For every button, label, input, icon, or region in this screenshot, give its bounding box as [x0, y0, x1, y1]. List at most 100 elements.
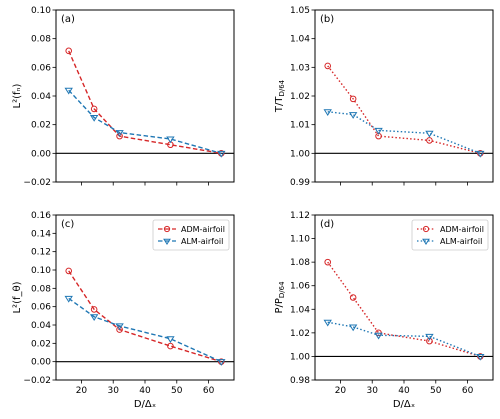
- data-point: [64, 295, 73, 303]
- y-tick-label: 1.00: [290, 352, 310, 362]
- x-tick-label: 60: [203, 386, 215, 396]
- plot-frame: [55, 9, 235, 183]
- legend-box: [411, 219, 489, 251]
- data-point: [115, 130, 124, 137]
- x-tick-label: 30: [366, 386, 378, 396]
- data-point: [166, 336, 175, 343]
- y-tick-label: 0.10: [31, 6, 51, 16]
- y-tick-label: −0.02: [23, 376, 51, 386]
- series-line: [327, 261, 481, 358]
- data-point: [426, 137, 433, 144]
- y-tick-label: 0.06: [31, 63, 51, 73]
- data-point: [425, 333, 434, 341]
- data-point: [64, 87, 73, 95]
- series-line: [327, 65, 481, 155]
- y-tick-label: 1.00: [290, 149, 310, 159]
- data-point: [89, 314, 99, 321]
- data-point: [476, 353, 485, 361]
- x-axis-label: D/Δₓ: [134, 399, 156, 410]
- data-point: [374, 127, 383, 135]
- data-point: [425, 130, 434, 138]
- y-tick-label: 0.06: [31, 303, 51, 313]
- data-point: [116, 132, 123, 140]
- y-tick-label: −0.02: [23, 178, 51, 188]
- x-tick-label: 30: [107, 386, 119, 396]
- y-tick-label: 0.08: [31, 35, 51, 45]
- chart-panel: −0.02 0.00 0.02 0.04 0.06 0.08 0.10 0.12 0.14 0.1…: [12, 211, 235, 410]
- series-line: [68, 297, 222, 363]
- x-axis-label: D/Δₓ: [393, 399, 415, 410]
- data-point: [89, 115, 99, 122]
- data-point: [90, 306, 98, 313]
- series-line: [68, 50, 222, 155]
- y-tick-label: 1.12: [290, 211, 310, 221]
- y-tick-label: 1.08: [290, 258, 310, 268]
- y-tick-label: 0.98: [290, 376, 310, 386]
- chart-panel: 0.98 1.00 1.02 1.04 1.06 1.08 1.10 1.12 20 30 40 50…: [274, 211, 494, 410]
- data-point: [217, 359, 226, 366]
- y-tick-label: 0.02: [31, 339, 51, 349]
- data-point: [324, 258, 332, 266]
- data-point: [115, 323, 124, 331]
- y-tick-label: 0.99: [290, 178, 310, 188]
- x-tick-label: 50: [171, 386, 183, 396]
- chart-panel: −0.02 0.00 0.02 0.04 0.06 0.08 0.10 (a) L²(fₙ): [12, 6, 235, 188]
- legend-marker: [163, 225, 171, 233]
- y-tick-label: 0.08: [31, 284, 51, 294]
- y-tick-label: 1.02: [290, 92, 310, 102]
- y-tick-label: 0.00: [31, 149, 51, 159]
- y-tick-label: 1.04: [290, 305, 310, 315]
- series-line: [327, 111, 481, 154]
- y-axis-label: T/TD/64: [274, 79, 286, 113]
- panel-label: (c): [61, 219, 74, 230]
- data-point: [476, 150, 485, 158]
- data-point: [167, 342, 174, 350]
- data-point: [348, 324, 358, 332]
- legend: ADM-airfoil ALM-airfoil: [152, 219, 230, 251]
- y-tick-label: 1.10: [290, 235, 310, 245]
- y-tick-label: 0.00: [31, 358, 51, 368]
- y-axis-label: P/PD/64: [274, 281, 286, 314]
- legend-label: ALM-airfoil: [181, 237, 223, 246]
- y-axis-label: L²(fₙ): [12, 83, 23, 108]
- y-tick-label: 0.02: [31, 121, 51, 131]
- data-point: [324, 62, 332, 70]
- y-tick-label: 0.04: [31, 92, 51, 102]
- legend-box: [152, 219, 230, 251]
- legend-label: ADM-airfoil: [181, 225, 225, 234]
- data-point: [217, 150, 226, 158]
- legend-marker: [422, 238, 430, 245]
- data-point: [349, 294, 357, 301]
- legend-label: ALM-airfoil: [440, 237, 482, 246]
- data-point: [426, 337, 433, 345]
- legend-marker: [422, 225, 430, 233]
- y-tick-label: 1.04: [290, 35, 310, 45]
- panel-label: (b): [320, 14, 334, 25]
- panel-label: (a): [61, 14, 75, 25]
- y-tick-label: 1.01: [290, 121, 310, 131]
- series-line: [68, 89, 222, 155]
- y-tick-label: 0.12: [31, 248, 51, 258]
- plot-frame: [314, 9, 494, 183]
- x-tick-label: 20: [76, 386, 88, 396]
- x-tick-label: 20: [335, 386, 347, 396]
- data-point: [90, 105, 98, 113]
- y-tick-label: 0.14: [31, 229, 51, 239]
- data-point: [323, 109, 332, 117]
- y-tick-label: 1.03: [290, 63, 310, 73]
- legend-marker: [163, 238, 171, 245]
- data-point: [323, 319, 332, 327]
- y-tick-label: 1.02: [290, 329, 310, 339]
- x-tick-label: 40: [398, 386, 410, 396]
- y-tick-label: 1.05: [290, 6, 310, 16]
- data-point: [116, 326, 123, 333]
- y-axis-label: L²(f_θ): [12, 281, 23, 313]
- data-point: [166, 136, 175, 144]
- panel-label: (d): [320, 219, 334, 230]
- legend-label: ADM-airfoil: [440, 225, 484, 234]
- data-point: [65, 47, 73, 55]
- data-point: [65, 267, 73, 275]
- data-point: [374, 332, 383, 340]
- x-tick-label: 40: [139, 386, 151, 396]
